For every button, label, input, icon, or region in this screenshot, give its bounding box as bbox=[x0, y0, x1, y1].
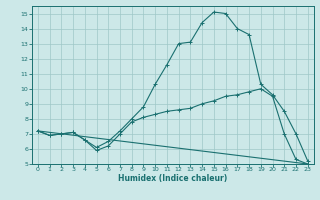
X-axis label: Humidex (Indice chaleur): Humidex (Indice chaleur) bbox=[118, 174, 228, 183]
